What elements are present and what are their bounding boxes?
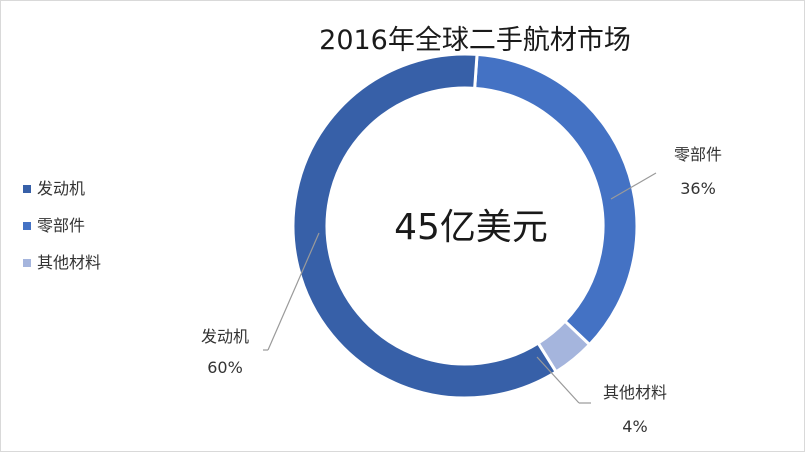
legend-swatch-engine (23, 185, 31, 193)
leader-line-engine (267, 232, 320, 351)
data-label-other-value: 4% (622, 417, 647, 436)
donut-slices (291, 52, 639, 400)
legend-label-other: 其他材料 (37, 253, 101, 272)
legend-swatch-parts (23, 222, 31, 230)
chart-title: 2016年全球二手航材市场 (319, 25, 631, 56)
legend-label-parts: 零部件 (37, 216, 85, 235)
legend: 发动机 零部件 其他材料 (23, 179, 101, 272)
data-label-other-name: 其他材料 (603, 383, 667, 402)
donut-slice-parts (473, 52, 639, 347)
data-label-parts-name: 零部件 (674, 145, 722, 164)
donut-slice-engine (291, 52, 559, 400)
data-label-engine-value: 60% (207, 358, 243, 377)
data-label-engine-name: 发动机 (201, 327, 249, 346)
legend-swatch-other (23, 259, 31, 267)
legend-label-engine: 发动机 (37, 179, 85, 198)
leader-line-other (536, 356, 580, 404)
center-label: 45亿美元 (394, 207, 548, 248)
data-label-parts-value: 36% (680, 179, 716, 198)
leader-line-parts (610, 172, 657, 200)
